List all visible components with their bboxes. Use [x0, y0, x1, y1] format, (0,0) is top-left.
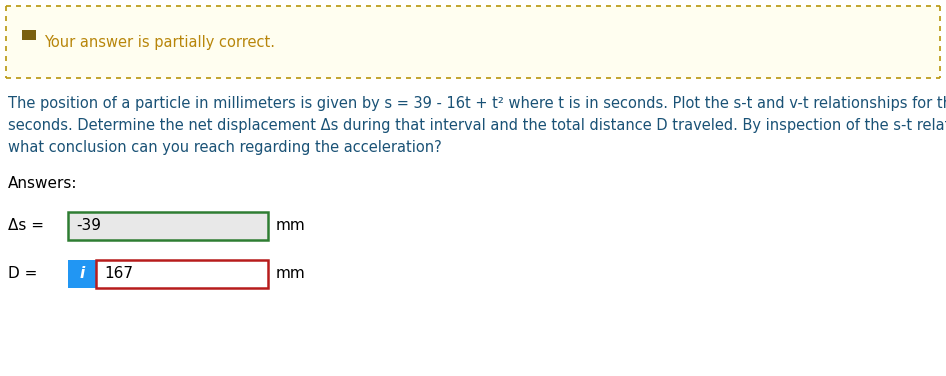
Bar — [6, 6, 940, 78]
Text: D =: D = — [8, 267, 38, 282]
Text: mm: mm — [276, 267, 306, 282]
Bar — [68, 212, 268, 240]
Text: mm: mm — [276, 218, 306, 233]
Text: i: i — [79, 267, 84, 282]
Bar — [96, 260, 268, 288]
Bar — [68, 260, 96, 288]
Text: Your answer is partially correct.: Your answer is partially correct. — [44, 35, 275, 50]
Bar — [22, 30, 36, 40]
Text: what conclusion can you reach regarding the acceleration?: what conclusion can you reach regarding … — [8, 140, 442, 155]
Text: 167: 167 — [104, 267, 133, 282]
Text: seconds. Determine the net displacement Δs during that interval and the total di: seconds. Determine the net displacement … — [8, 118, 946, 133]
Text: -39: -39 — [76, 218, 101, 233]
Text: Answers:: Answers: — [8, 176, 78, 191]
Text: The position of a particle in millimeters is given by s = 39 - 16t + t² where t : The position of a particle in millimeter… — [8, 96, 946, 111]
Text: Δs =: Δs = — [8, 217, 44, 232]
